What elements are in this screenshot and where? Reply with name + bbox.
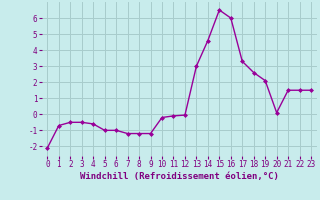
X-axis label: Windchill (Refroidissement éolien,°C): Windchill (Refroidissement éolien,°C) [80,172,279,181]
